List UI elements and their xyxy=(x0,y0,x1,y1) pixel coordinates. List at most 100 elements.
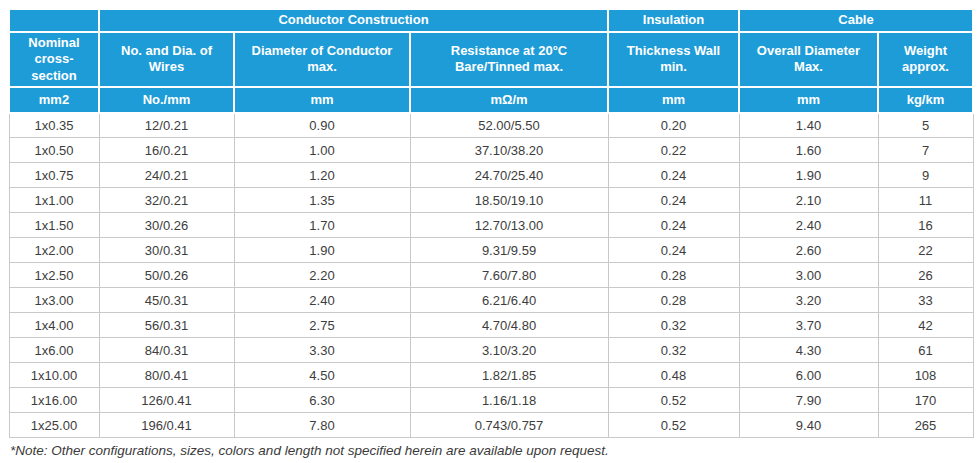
table-cell: 9.31/9.59 xyxy=(410,238,608,263)
table-cell: 30/0.26 xyxy=(99,213,234,238)
table-cell: 0.22 xyxy=(608,138,739,163)
col-header-weight: Weight approx. xyxy=(878,32,973,87)
table-header: Conductor Construction Insulation Cable … xyxy=(9,9,973,113)
table-row: 1x2.0030/0.311.909.31/9.590.242.6022 xyxy=(9,238,973,263)
table-cell: 61 xyxy=(878,338,973,363)
table-cell: 52.00/5.50 xyxy=(410,113,608,138)
table-cell: 126/0.41 xyxy=(99,388,234,413)
table-cell: 1x6.00 xyxy=(9,338,99,363)
table-cell: 2.10 xyxy=(739,188,878,213)
table-row: 1x4.0056/0.312.754.70/4.800.323.7042 xyxy=(9,313,973,338)
table-cell: 7.80 xyxy=(234,413,410,438)
footnote: *Note: Other configurations, sizes, colo… xyxy=(10,443,972,458)
table-cell: 45/0.31 xyxy=(99,288,234,313)
table-cell: 4.70/4.80 xyxy=(410,313,608,338)
unit-nominal-cross-section: mm2 xyxy=(9,87,99,113)
table-row: 1x25.00196/0.417.800.743/0.7570.529.4026… xyxy=(9,413,973,438)
table-cell: 7.90 xyxy=(739,388,878,413)
unit-diameter-of-conductor: mm xyxy=(234,87,410,113)
table-cell: 1.40 xyxy=(739,113,878,138)
table-row: 1x10.0080/0.414.501.82/1.850.486.00108 xyxy=(9,363,973,388)
table-cell: 1.90 xyxy=(739,163,878,188)
table-cell: 3.10/3.20 xyxy=(410,338,608,363)
col-header-no-and-dia-of-wires: No. and Dia. of Wires xyxy=(99,32,234,87)
table-cell: 1x1.00 xyxy=(9,188,99,213)
table-cell: 9 xyxy=(878,163,973,188)
table-cell: 0.24 xyxy=(608,238,739,263)
table-cell: 196/0.41 xyxy=(99,413,234,438)
unit-weight: kg/km xyxy=(878,87,973,113)
col-header-diameter-of-conductor: Diameter of Conductor max. xyxy=(234,32,410,87)
col-header-overall-diameter: Overall Diameter Max. xyxy=(739,32,878,87)
table-cell: 1x1.50 xyxy=(9,213,99,238)
table-cell: 108 xyxy=(878,363,973,388)
table-cell: 1.35 xyxy=(234,188,410,213)
table-cell: 6.21/6.40 xyxy=(410,288,608,313)
table-cell: 1x25.00 xyxy=(9,413,99,438)
table-cell: 3.70 xyxy=(739,313,878,338)
table-cell: 0.52 xyxy=(608,388,739,413)
table-cell: 1.16/1.18 xyxy=(410,388,608,413)
col-header-resistance: Resistance at 20°C Bare/Tinned max. xyxy=(410,32,608,87)
table-row: 1x6.0084/0.313.303.10/3.200.324.3061 xyxy=(9,338,973,363)
table-row: 1x3.0045/0.312.406.21/6.400.283.2033 xyxy=(9,288,973,313)
table-cell: 16/0.21 xyxy=(99,138,234,163)
col-header-nominal-cross-section: Nominal cross- section xyxy=(9,32,99,87)
table-cell: 9.40 xyxy=(739,413,878,438)
table-cell: 0.28 xyxy=(608,263,739,288)
table-cell: 12.70/13.00 xyxy=(410,213,608,238)
table-cell: 3.00 xyxy=(739,263,878,288)
col-header-thickness-wall: Thickness Wall min. xyxy=(608,32,739,87)
column-header-row: Nominal cross- section No. and Dia. of W… xyxy=(9,32,973,87)
table-cell: 2.20 xyxy=(234,263,410,288)
table-cell: 7 xyxy=(878,138,973,163)
table-cell: 56/0.31 xyxy=(99,313,234,338)
table-cell: 4.30 xyxy=(739,338,878,363)
table-cell: 1.82/1.85 xyxy=(410,363,608,388)
table-cell: 1.00 xyxy=(234,138,410,163)
table-cell: 1x2.50 xyxy=(9,263,99,288)
table-cell: 12/0.21 xyxy=(99,113,234,138)
table-cell: 3.20 xyxy=(739,288,878,313)
group-header-conductor-construction: Conductor Construction xyxy=(99,9,608,32)
table-cell: 0.90 xyxy=(234,113,410,138)
table-cell: 7.60/7.80 xyxy=(410,263,608,288)
table-cell: 0.20 xyxy=(608,113,739,138)
table-cell: 265 xyxy=(878,413,973,438)
table-cell: 2.60 xyxy=(739,238,878,263)
table-cell: 32/0.21 xyxy=(99,188,234,213)
table-cell: 42 xyxy=(878,313,973,338)
table-cell: 6.30 xyxy=(234,388,410,413)
table-row: 1x0.3512/0.210.9052.00/5.500.201.405 xyxy=(9,113,973,138)
table-cell: 1x2.00 xyxy=(9,238,99,263)
table-cell: 1.70 xyxy=(234,213,410,238)
table-cell: 37.10/38.20 xyxy=(410,138,608,163)
table-cell: 16 xyxy=(878,213,973,238)
unit-overall-diameter: mm xyxy=(739,87,878,113)
table-cell: 24/0.21 xyxy=(99,163,234,188)
group-header-row: Conductor Construction Insulation Cable xyxy=(9,9,973,32)
table-cell: 84/0.31 xyxy=(99,338,234,363)
table-cell: 1x4.00 xyxy=(9,313,99,338)
table-cell: 0.24 xyxy=(608,213,739,238)
unit-thickness-wall: mm xyxy=(608,87,739,113)
table-cell: 1x3.00 xyxy=(9,288,99,313)
table-row: 1x0.7524/0.211.2024.70/25.400.241.909 xyxy=(9,163,973,188)
table-cell: 0.24 xyxy=(608,163,739,188)
table-cell: 1.60 xyxy=(739,138,878,163)
table-row: 1x1.0032/0.211.3518.50/19.100.242.1011 xyxy=(9,188,973,213)
table-cell: 5 xyxy=(878,113,973,138)
table-body: 1x0.3512/0.210.9052.00/5.500.201.4051x0.… xyxy=(9,113,973,438)
table-cell: 1x0.50 xyxy=(9,138,99,163)
corner-cell xyxy=(9,9,99,32)
table-cell: 4.50 xyxy=(234,363,410,388)
table-cell: 1x0.35 xyxy=(9,113,99,138)
table-cell: 0.32 xyxy=(608,313,739,338)
table-cell: 1x16.00 xyxy=(9,388,99,413)
cable-spec-table: Conductor Construction Insulation Cable … xyxy=(8,8,974,438)
group-header-insulation: Insulation xyxy=(608,9,739,32)
table-cell: 2.40 xyxy=(234,288,410,313)
table-cell: 3.30 xyxy=(234,338,410,363)
unit-header-row: mm2 No./mm mm mΩ/m mm mm kg/km xyxy=(9,87,973,113)
table-cell: 2.75 xyxy=(234,313,410,338)
